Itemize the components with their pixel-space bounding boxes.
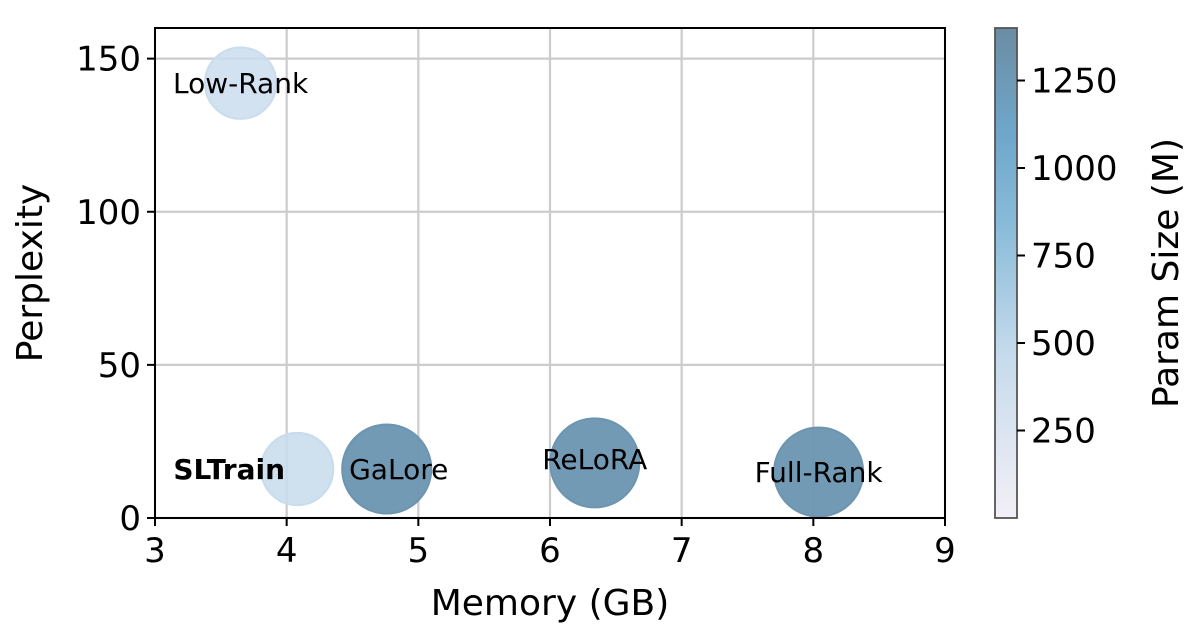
x-tick-label: 5 [408,531,430,571]
data-point-low-rank [203,46,278,120]
x-tick-label: 4 [276,531,298,571]
y-tick-label: 50 [98,346,141,386]
y-tick-label: 0 [119,499,141,539]
colorbar-ticks: 250 500 750 1000 1250 [1017,62,1118,452]
x-axis-label: Memory (GB) [431,583,670,624]
colorbar-tick-label: 500 [1031,324,1096,364]
point-label-sltrain: SLTrain [173,453,285,486]
colorbar-tick-label: 250 [1031,412,1096,452]
point-labels: Low-Rank SLTrain GaLore ReLoRA Full-Rank [173,67,883,489]
y-tick-label: 150 [76,40,141,80]
x-tick-label: 9 [934,531,956,571]
data-point-full-rank [773,426,865,518]
colorbar-tick-label: 1000 [1031,149,1118,189]
colorbar-tick-label: 1250 [1031,62,1118,102]
colorbar [994,27,1018,519]
data-point-sltrain [260,431,335,507]
point-label-galore: GaLore [349,453,448,486]
colorbar-tick-label: 750 [1031,237,1096,277]
x-tick-label: 3 [144,531,166,571]
data-point-galore [341,423,433,515]
x-tick-label: 6 [539,531,561,571]
data-point-relora [549,417,641,509]
point-label-full-rank: Full-Rank [755,456,884,489]
grid [153,28,947,520]
data-points [203,46,865,518]
x-tick-label: 8 [803,531,825,571]
x-tick-label: 7 [671,531,693,571]
y-axis-label: Perplexity [10,184,51,362]
axis-ticks: 3 4 5 6 7 8 9 0 50 100 150 [76,40,956,571]
colorbar-label: Param Size (M) [1146,138,1187,408]
y-tick-label: 100 [76,193,141,233]
point-label-relora: ReLoRA [542,443,647,476]
point-label-low-rank: Low-Rank [173,67,309,100]
